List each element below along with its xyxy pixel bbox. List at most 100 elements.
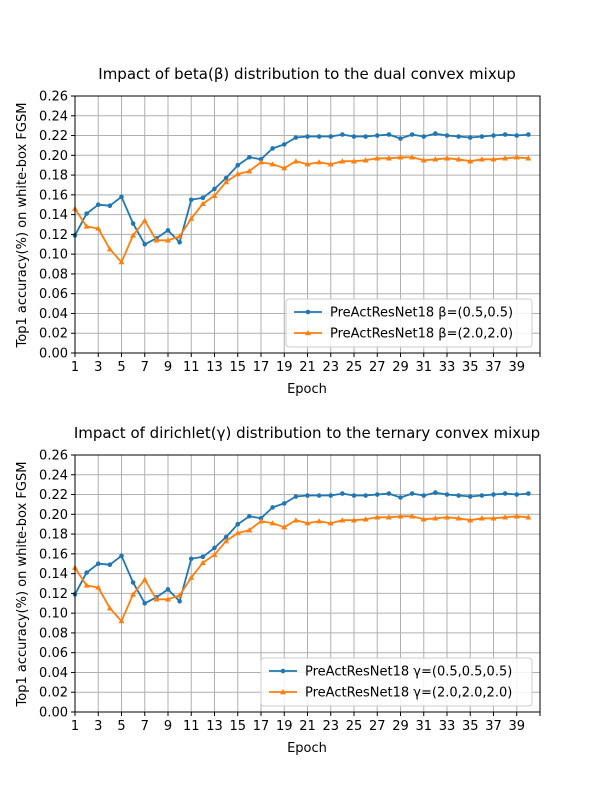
data-point: [84, 211, 89, 216]
data-point: [177, 239, 182, 245]
x-axis-label: Epoch: [287, 741, 327, 756]
data-point: [362, 157, 369, 163]
y-tick-label: 0.26: [39, 90, 68, 105]
data-point: [444, 133, 450, 138]
x-tick-label: 39: [508, 719, 525, 734]
x-tick-label: 25: [346, 360, 363, 375]
y-tick-label: 0.12: [39, 587, 68, 602]
data-point: [234, 171, 241, 177]
data-point: [188, 574, 195, 580]
legend-swatch-marker: [305, 330, 311, 336]
data-point: [258, 518, 264, 524]
data-point: [106, 605, 113, 611]
y-tick-label: 0.08: [39, 626, 68, 641]
data-point: [490, 515, 497, 521]
data-point: [281, 501, 287, 506]
y-tick-label: 0.04: [39, 666, 68, 681]
data-point: [409, 491, 415, 496]
chart-title: Impact of beta(β) distribution to the du…: [98, 65, 515, 83]
data-point: [362, 516, 369, 522]
y-tick-label: 0.00: [39, 347, 68, 362]
y-tick-label: 0.14: [39, 208, 68, 223]
axis-ticks: 1 3 5 7 9 11 13 15 17 19 21 23 25 27 29 31 33 35 37 390.000…: [39, 90, 541, 375]
chart-ternary-convex-mixup: Impact of dirichlet(γ) distribution to t…: [15, 424, 541, 756]
data-point: [339, 158, 346, 164]
data-point: [433, 490, 438, 495]
data-point: [212, 186, 217, 192]
axis-ticks: 1 3 5 7 9 11 13 15 17 19 21 23 25 27 29 31 33 35 37 390.000…: [39, 449, 541, 734]
x-tick-label: 3: [94, 360, 102, 375]
data-point: [526, 132, 531, 137]
x-tick-label: 29: [392, 719, 409, 734]
data-point: [444, 155, 450, 161]
y-tick-label: 0.12: [39, 228, 68, 243]
series-line-1: [74, 515, 529, 622]
chart-dual-convex-mixup: Impact of beta(β) distribution to the du…: [15, 65, 541, 397]
x-tick-label: 39: [508, 360, 525, 375]
series-line-1: [74, 156, 529, 264]
y-tick-label: 0.20: [39, 508, 68, 523]
x-tick-label: 27: [369, 719, 386, 734]
data-point: [165, 587, 171, 592]
x-tick-label: 25: [346, 719, 363, 734]
data-point: [292, 517, 299, 523]
data-point: [95, 561, 101, 567]
data-point: [316, 134, 322, 139]
data-point: [176, 592, 183, 598]
x-tick-label: 31: [415, 719, 432, 734]
legend-box: [285, 298, 533, 348]
data-point: [316, 493, 322, 498]
data-point: [433, 131, 438, 136]
x-tick-label: 17: [253, 719, 270, 734]
y-tick-label: 0.02: [39, 686, 68, 701]
data-point: [270, 146, 275, 151]
data-point: [83, 223, 90, 229]
data-point: [421, 493, 427, 498]
data-point: [374, 514, 381, 520]
data-point: [246, 168, 253, 174]
x-tick-label: 29: [392, 360, 409, 375]
x-tick-label: 3: [94, 719, 102, 734]
data-point: [397, 154, 404, 160]
data-point: [281, 142, 287, 147]
data-point: [258, 159, 264, 165]
data-point: [153, 237, 160, 243]
data-point: [84, 570, 89, 575]
data-point: [223, 178, 230, 185]
x-tick-label: 15: [229, 719, 246, 734]
y-tick-label: 0.10: [39, 607, 68, 622]
data-point: [478, 515, 485, 521]
y-tick-label: 0.14: [39, 567, 68, 582]
data-point: [165, 237, 171, 243]
data-point: [513, 513, 520, 519]
data-point: [363, 493, 368, 498]
data-point: [327, 520, 334, 526]
x-axis-label: Epoch: [287, 382, 327, 397]
series-line-0: [74, 132, 529, 246]
y-tick-label: 0.08: [39, 267, 68, 282]
data-point: [456, 134, 461, 139]
data-point: [212, 545, 217, 551]
data-point: [351, 493, 357, 498]
data-point: [385, 514, 392, 520]
x-tick-label: 1: [71, 719, 79, 734]
legend-label: PreActResNet18 γ=(0.5,0.5,0.5): [305, 665, 512, 680]
data-point: [409, 513, 416, 519]
y-tick-label: 0.10: [39, 248, 68, 263]
x-tick-label: 17: [253, 360, 270, 375]
data-point: [269, 161, 276, 167]
data-point: [525, 155, 532, 161]
data-point: [247, 154, 252, 160]
data-point: [176, 233, 183, 239]
data-point: [328, 134, 334, 139]
data-point: [199, 559, 206, 565]
data-point: [95, 202, 101, 208]
data-point: [119, 194, 124, 200]
series-line-0: [74, 491, 529, 605]
data-point: [351, 134, 357, 139]
x-tick-label: 11: [183, 360, 200, 375]
data-point: [514, 133, 520, 138]
data-point: [386, 491, 392, 496]
x-tick-label: 19: [276, 719, 293, 734]
data-point: [467, 494, 473, 499]
